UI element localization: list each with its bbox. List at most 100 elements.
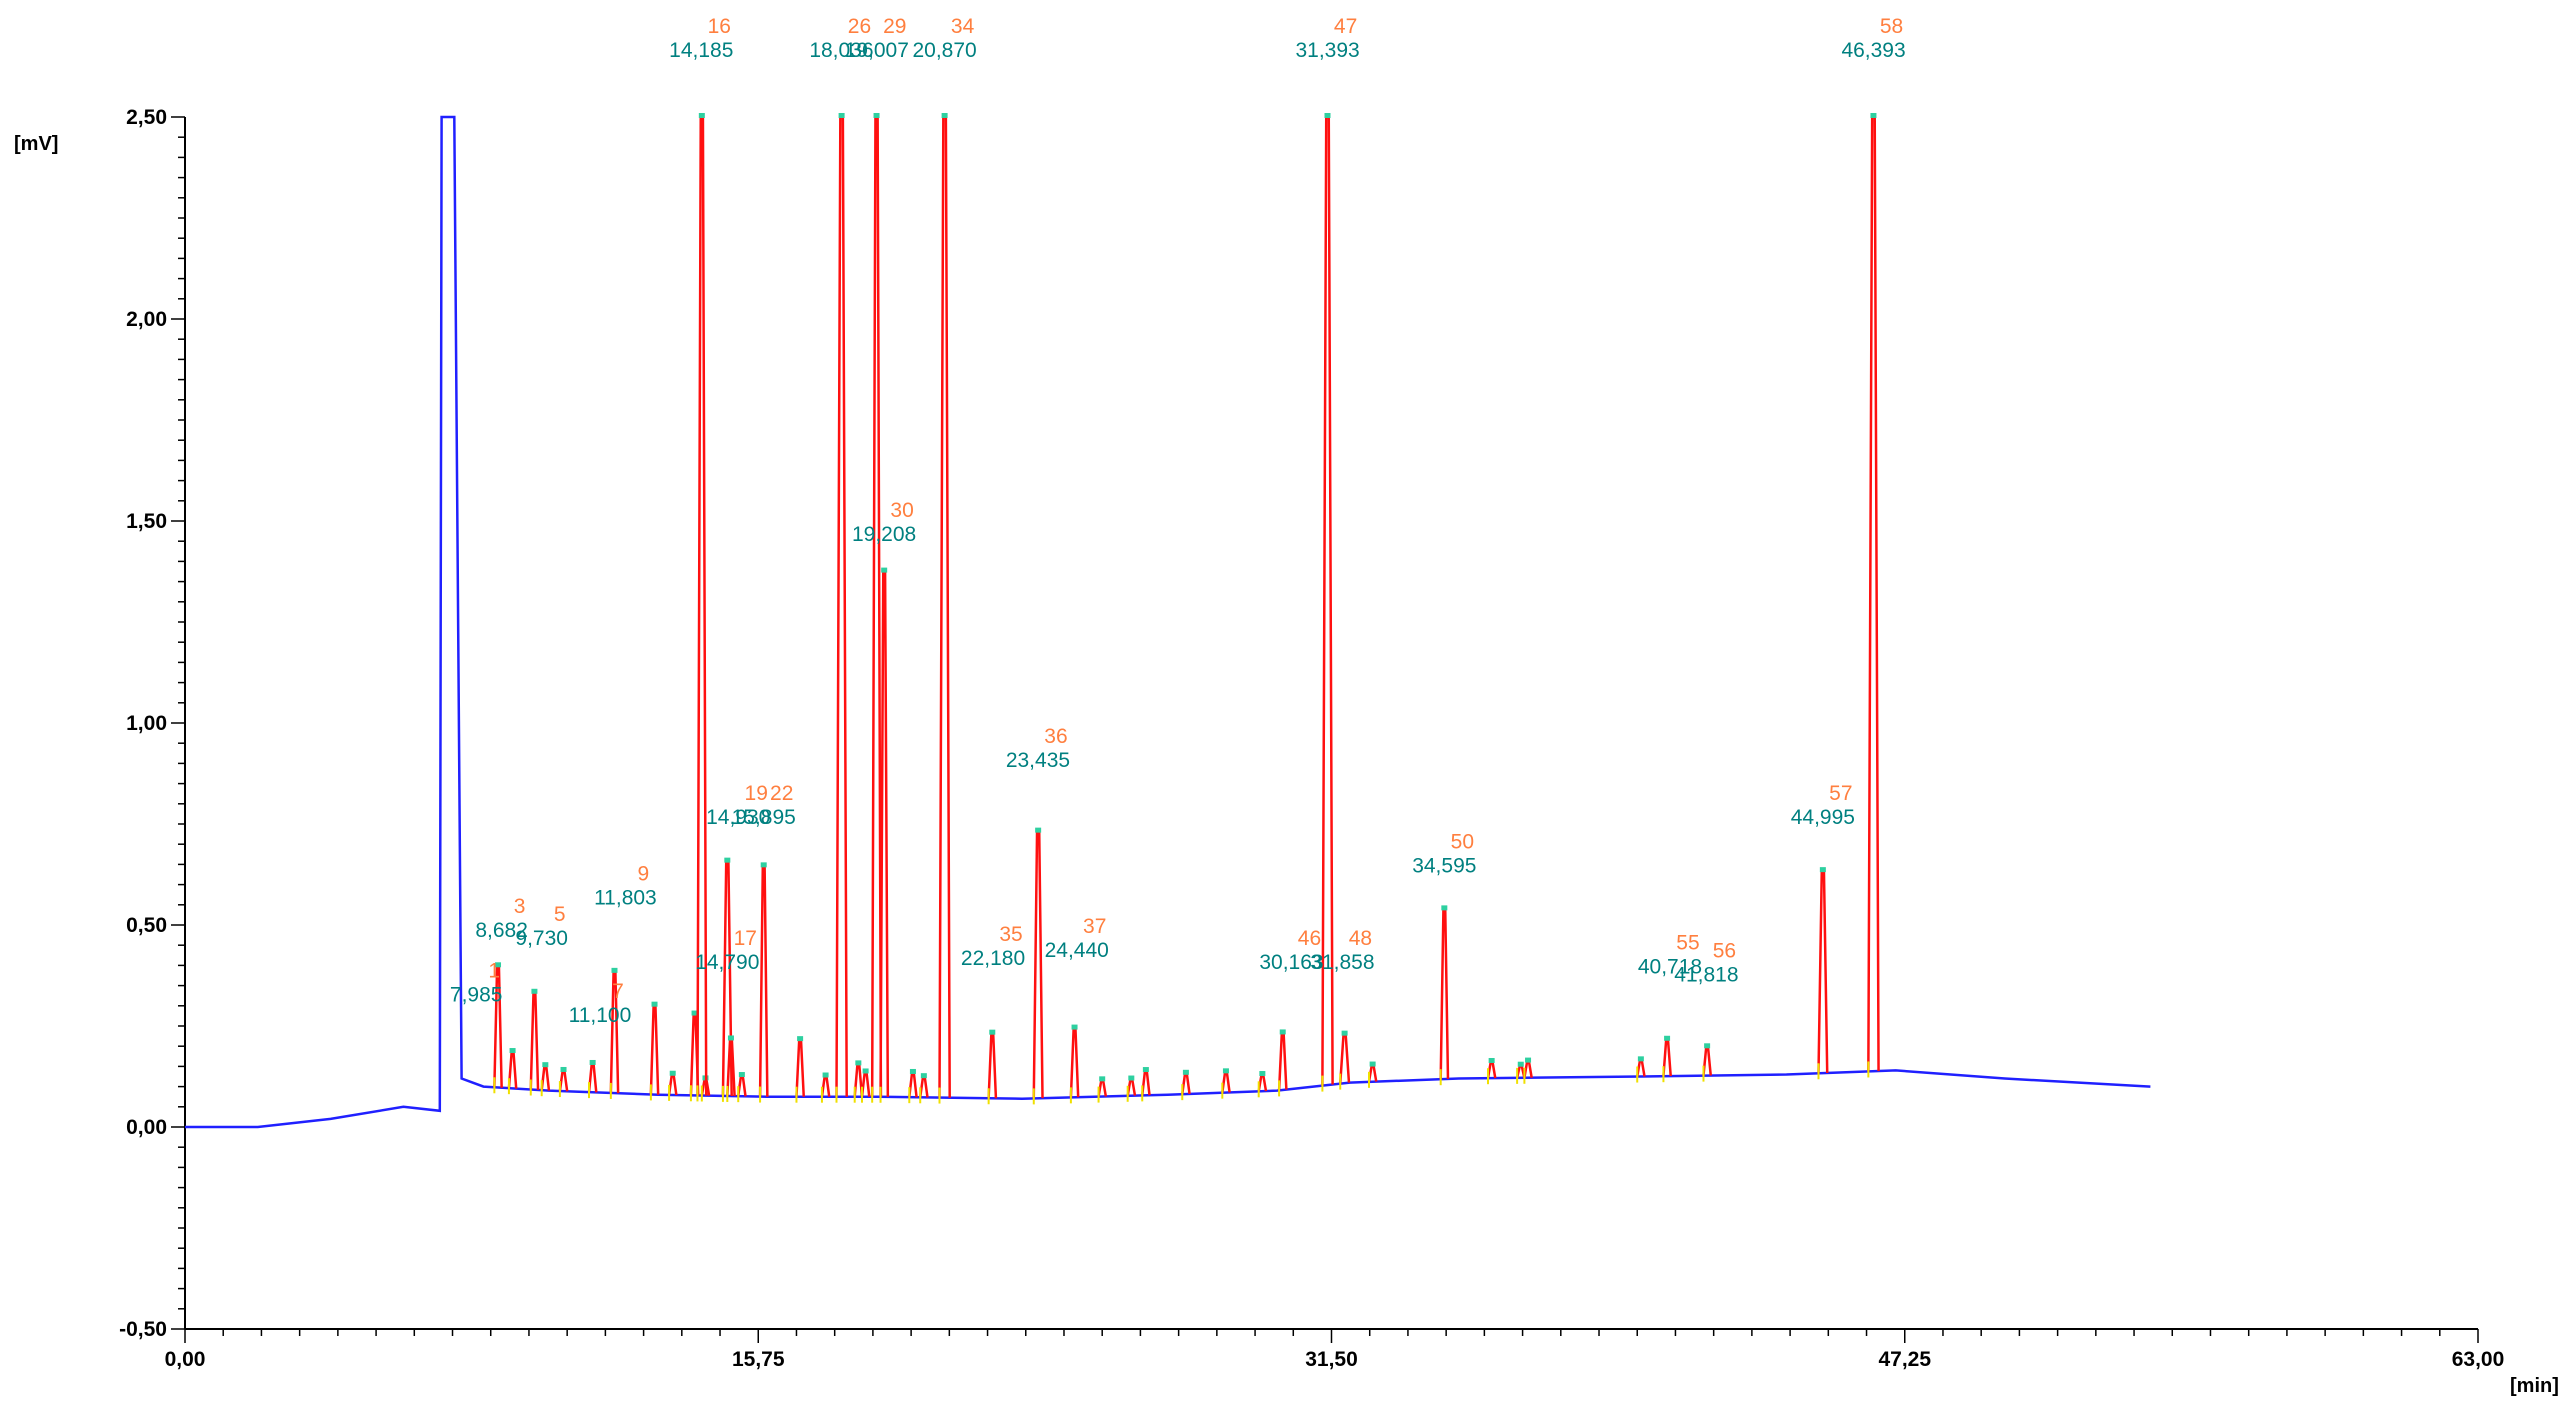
- peak-apex-marker: [1128, 1075, 1135, 1081]
- peak-unlabeled: [1635, 1059, 1646, 1077]
- peak-10: [667, 1073, 678, 1096]
- peak-50: [1439, 908, 1450, 1080]
- x-tick-label: 31,50: [1305, 1348, 1358, 1371]
- peak-apex-marker: [698, 113, 705, 118]
- peak-apex-marker: [1870, 113, 1877, 118]
- y-tick-label: 1,00: [126, 712, 167, 735]
- signal-trace: [185, 115, 2151, 1129]
- y-axis-unit: [mV]: [14, 133, 58, 155]
- peak-apex-marker: [495, 962, 502, 968]
- retention-time-label: 23,435: [1006, 749, 1070, 772]
- peak-number-label: 55: [1676, 931, 1699, 954]
- retention-time-label: 34,595: [1412, 854, 1476, 877]
- y-tick-label: 2,50: [126, 106, 167, 129]
- peak-apex-marker: [838, 113, 845, 118]
- peak-number-label: 30: [890, 499, 913, 522]
- peak-47: [1321, 115, 1334, 1086]
- peak-unlabeled: [1126, 1078, 1137, 1096]
- retention-time-label: 7,985: [450, 984, 503, 1007]
- retention-time-label: 19,007: [845, 39, 909, 62]
- peak-56: [1702, 1046, 1712, 1076]
- peak-34: [938, 115, 951, 1098]
- peak-26: [835, 115, 848, 1097]
- peak-apex-marker: [542, 1062, 549, 1068]
- peak-2: [507, 1050, 518, 1089]
- peak-55: [1662, 1038, 1672, 1077]
- peak-apex-marker: [738, 1072, 745, 1078]
- peak-number-label: 26: [848, 15, 871, 38]
- peak-27: [860, 1071, 871, 1097]
- peak-apex-marker: [1279, 1029, 1286, 1035]
- y-tick-label: 0,00: [126, 1116, 167, 1139]
- peak-unlabeled: [1257, 1073, 1268, 1092]
- peak-apex-marker: [1369, 1061, 1376, 1067]
- peak-unlabeled: [1140, 1069, 1151, 1096]
- retention-time-label: 19,208: [852, 523, 916, 546]
- peak-apex-marker: [1517, 1061, 1524, 1067]
- x-tick-label: 47,25: [1878, 1348, 1931, 1371]
- peak-35: [987, 1032, 998, 1099]
- retention-time-label: 11,803: [594, 887, 657, 910]
- peak-apex-marker: [1324, 113, 1331, 118]
- retention-time-label: 44,995: [1791, 806, 1855, 829]
- peak-58: [1867, 115, 1880, 1072]
- peak-16: [696, 115, 708, 1096]
- retention-time-label: 14,790: [695, 951, 759, 974]
- peak-57: [1817, 869, 1829, 1074]
- axes: -0,500,000,501,001,502,002,500,00 15,75 31…: [119, 106, 2504, 1371]
- peak-37: [1069, 1027, 1080, 1098]
- peak-number-label: 46: [1298, 927, 1321, 950]
- peak-apex-marker: [1488, 1057, 1495, 1063]
- x-tick-label: 0,00: [165, 1348, 206, 1371]
- peak-number-label: 34: [951, 15, 975, 38]
- peak-number-label: 58: [1880, 15, 1903, 38]
- peak-number-label: 19: [745, 782, 768, 805]
- peak-33: [918, 1075, 929, 1098]
- peak-apex-marker: [1819, 867, 1826, 873]
- peak-17: [721, 860, 733, 1097]
- peak-22: [758, 865, 769, 1097]
- retention-time-label: 46,393: [1841, 39, 1905, 62]
- peak-36: [1032, 830, 1044, 1099]
- peak-apex-marker: [727, 1035, 734, 1041]
- retention-time-label: 30,163: [1259, 951, 1323, 974]
- peak-30: [879, 570, 890, 1097]
- peak-apex-marker: [1071, 1024, 1078, 1030]
- peak-number-label: 5: [554, 903, 566, 926]
- retention-time-label: 18,036: [809, 39, 873, 62]
- peak-apex-marker: [1035, 827, 1042, 833]
- peak-apex-marker: [611, 967, 618, 973]
- peak-29: [870, 115, 883, 1097]
- retention-time-label: 20,870: [912, 39, 976, 62]
- chart-marks: [185, 113, 2151, 1129]
- peak-number-label: 1: [488, 960, 500, 983]
- retention-time-label: 14,185: [669, 39, 733, 62]
- peak-apex-marker: [873, 113, 880, 118]
- x-tick-label: 15,75: [732, 1348, 785, 1371]
- retention-time-label: 40,718: [1638, 955, 1702, 978]
- peak-6: [587, 1062, 598, 1093]
- peak-apex-marker: [797, 1036, 804, 1042]
- peak-apex-marker: [1441, 905, 1448, 911]
- peak-number-label: 7: [612, 980, 624, 1003]
- peak-unlabeled: [853, 1063, 864, 1097]
- peak-apex-marker: [855, 1060, 862, 1066]
- peak-5: [558, 1069, 569, 1092]
- peak-apex-marker: [1222, 1068, 1229, 1074]
- peak-apex-marker: [881, 567, 888, 573]
- peak-32: [908, 1071, 918, 1098]
- retention-time-label: 11,100: [569, 1004, 632, 1027]
- peak-unlabeled: [795, 1038, 805, 1097]
- peak-number-label: 37: [1083, 915, 1106, 938]
- peak-number-label: 48: [1349, 927, 1372, 950]
- peak-apex-marker: [1664, 1035, 1671, 1041]
- peak-apex-marker: [1525, 1057, 1532, 1063]
- peak-18: [736, 1074, 747, 1097]
- retention-time-label: 9,730: [515, 927, 568, 950]
- peak-49: [1367, 1064, 1378, 1083]
- peak-apex-marker: [560, 1066, 567, 1072]
- peak-42: [1181, 1072, 1191, 1095]
- retention-time-label: 41,818: [1674, 963, 1738, 986]
- peak-apex-marker: [1259, 1071, 1266, 1077]
